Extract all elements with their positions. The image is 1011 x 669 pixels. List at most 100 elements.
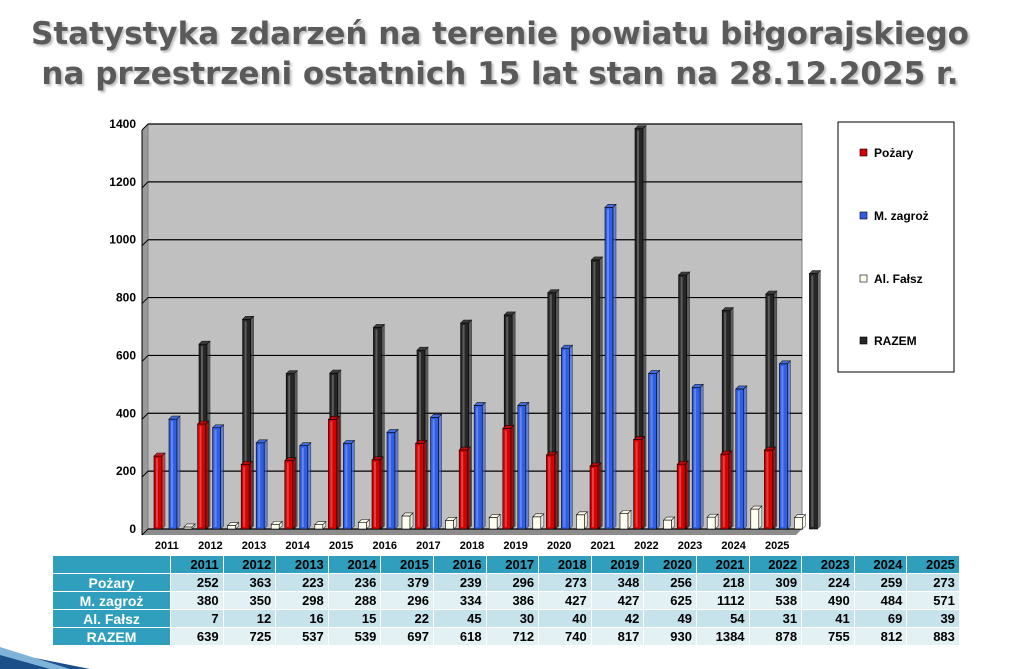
table-cell: 252	[170, 573, 224, 592]
table-cell: 380	[170, 591, 224, 610]
table-cell: 273	[906, 573, 960, 592]
bar-highlight	[766, 452, 769, 527]
bar-highlight	[709, 519, 712, 527]
table-row: M. zagroż 380 350 298 288 296 334 386 427 427 625 1…	[52, 591, 960, 610]
bar-highlight	[506, 316, 509, 527]
y-tick-label: 200	[116, 464, 136, 478]
table-header-year: 2024	[853, 555, 908, 574]
table-cell: 350	[222, 591, 277, 610]
corner-decoration	[0, 647, 90, 669]
bar-side-al-falsz	[191, 523, 196, 530]
bar-side-m-zagroz	[438, 413, 442, 530]
x-tick-label: 2012	[198, 540, 222, 552]
bar-highlight	[679, 466, 682, 527]
x-tick-label: 2017	[416, 540, 440, 552]
bar-side-pozary	[161, 452, 166, 530]
table-cell: 218	[695, 573, 750, 592]
legend-swatch-pozary	[859, 148, 868, 157]
bar-side-m-zagroz	[351, 439, 355, 530]
x-tick-label: 2020	[547, 540, 571, 552]
table-row-label: M. zagroż	[52, 591, 171, 610]
bar-side-pozary	[336, 415, 340, 530]
y-tick-label: 800	[116, 291, 136, 305]
table-cell: 39	[906, 609, 960, 628]
table-header-year: 2025	[906, 555, 960, 574]
table-cell: 296	[485, 573, 540, 592]
bar-highlight	[722, 456, 725, 527]
bar-highlight	[767, 296, 770, 527]
bar-side-al-falsz	[627, 509, 632, 530]
table-cell: 256	[643, 573, 697, 592]
chart-title: Statystyka zdarzeń na terenie powiatu bi…	[0, 14, 1000, 94]
bar-side-pozary	[423, 439, 427, 530]
x-tick-label: 2022	[634, 540, 658, 552]
bar-side-razem	[599, 256, 603, 530]
table-header-year: 2017	[485, 555, 540, 574]
bar-side-m-zagroz	[263, 439, 268, 530]
table-cell: 41	[801, 609, 855, 628]
table-row: Al. Fałsz 7 12 16 15 22 45 30 40 42 49 54 31 41 69 39	[52, 609, 960, 628]
table-cell: 878	[748, 627, 803, 646]
bar-side-al-falsz	[235, 521, 239, 530]
table-cell: 22	[380, 609, 434, 628]
bar-side-m-zagroz	[394, 428, 399, 530]
gridline-side	[141, 470, 149, 478]
bar-side-m-zagroz	[787, 360, 791, 530]
bar-side-al-falsz	[409, 512, 414, 530]
bar-side-al-falsz	[584, 511, 588, 530]
table-cell: 69	[853, 609, 908, 628]
table-cell: 309	[748, 573, 803, 592]
bar-highlight	[273, 526, 276, 527]
table-cell: 16	[275, 609, 329, 628]
bar-side-m-zagroz	[220, 424, 224, 530]
table-cell: 386	[485, 591, 540, 610]
table-header-year: 2023	[801, 555, 855, 574]
bar-side-m-zagroz	[656, 369, 660, 530]
bar-side-al-falsz	[540, 513, 545, 530]
x-tick-label: 2025	[765, 540, 789, 552]
table-cell: 538	[748, 591, 803, 610]
table-cell: 625	[643, 591, 697, 610]
bar-side-pozary	[248, 460, 253, 530]
legend-box	[837, 121, 955, 373]
bar-side-pozary	[597, 462, 602, 530]
table-header-year: 2018	[538, 555, 592, 574]
bar-highlight	[360, 524, 363, 527]
table-cell: 618	[432, 627, 487, 646]
table-cell: 571	[906, 591, 960, 610]
bar-highlight	[419, 352, 421, 527]
bar-highlight	[593, 261, 596, 527]
table-cell: 54	[695, 609, 750, 628]
bar-side-al-falsz	[758, 505, 763, 530]
bar-side-m-zagroz	[612, 203, 617, 530]
bar-side-pozary	[510, 424, 515, 530]
table-header-year: 2011	[170, 555, 224, 574]
plot-floor	[142, 529, 802, 535]
table-cell: 334	[432, 591, 487, 610]
bar-side-m-zagroz	[699, 383, 704, 530]
table-cell: 427	[590, 591, 645, 610]
bar-highlight	[462, 325, 465, 527]
bar-highlight	[635, 441, 638, 527]
bar-highlight	[199, 425, 202, 527]
table-header-year: 2021	[695, 555, 750, 574]
x-tick-label: 2024	[721, 540, 746, 552]
bar-side-pozary	[292, 457, 297, 530]
legend-swatch-m-zagroz	[859, 211, 868, 220]
legend-swatch-razem	[859, 336, 868, 345]
table-cell: 49	[643, 609, 697, 628]
table-cell: 1384	[695, 627, 750, 646]
table-row-label: Al. Fałsz	[52, 609, 171, 628]
bar-side-pozary	[728, 450, 733, 530]
bar-highlight	[461, 452, 464, 527]
bar-highlight	[156, 458, 158, 527]
table-cell: 484	[853, 591, 908, 610]
table-cell: 259	[853, 573, 908, 592]
table-cell: 288	[327, 591, 382, 610]
bar-highlight	[286, 462, 289, 527]
table-header-row: 2011 2012 2013 2014 2015 2016 2017 2018 2019 2020…	[52, 555, 960, 574]
bar-highlight	[737, 390, 740, 527]
bar-highlight	[404, 517, 406, 527]
table-cell: 1112	[695, 591, 750, 610]
table-cell: 40	[538, 609, 592, 628]
